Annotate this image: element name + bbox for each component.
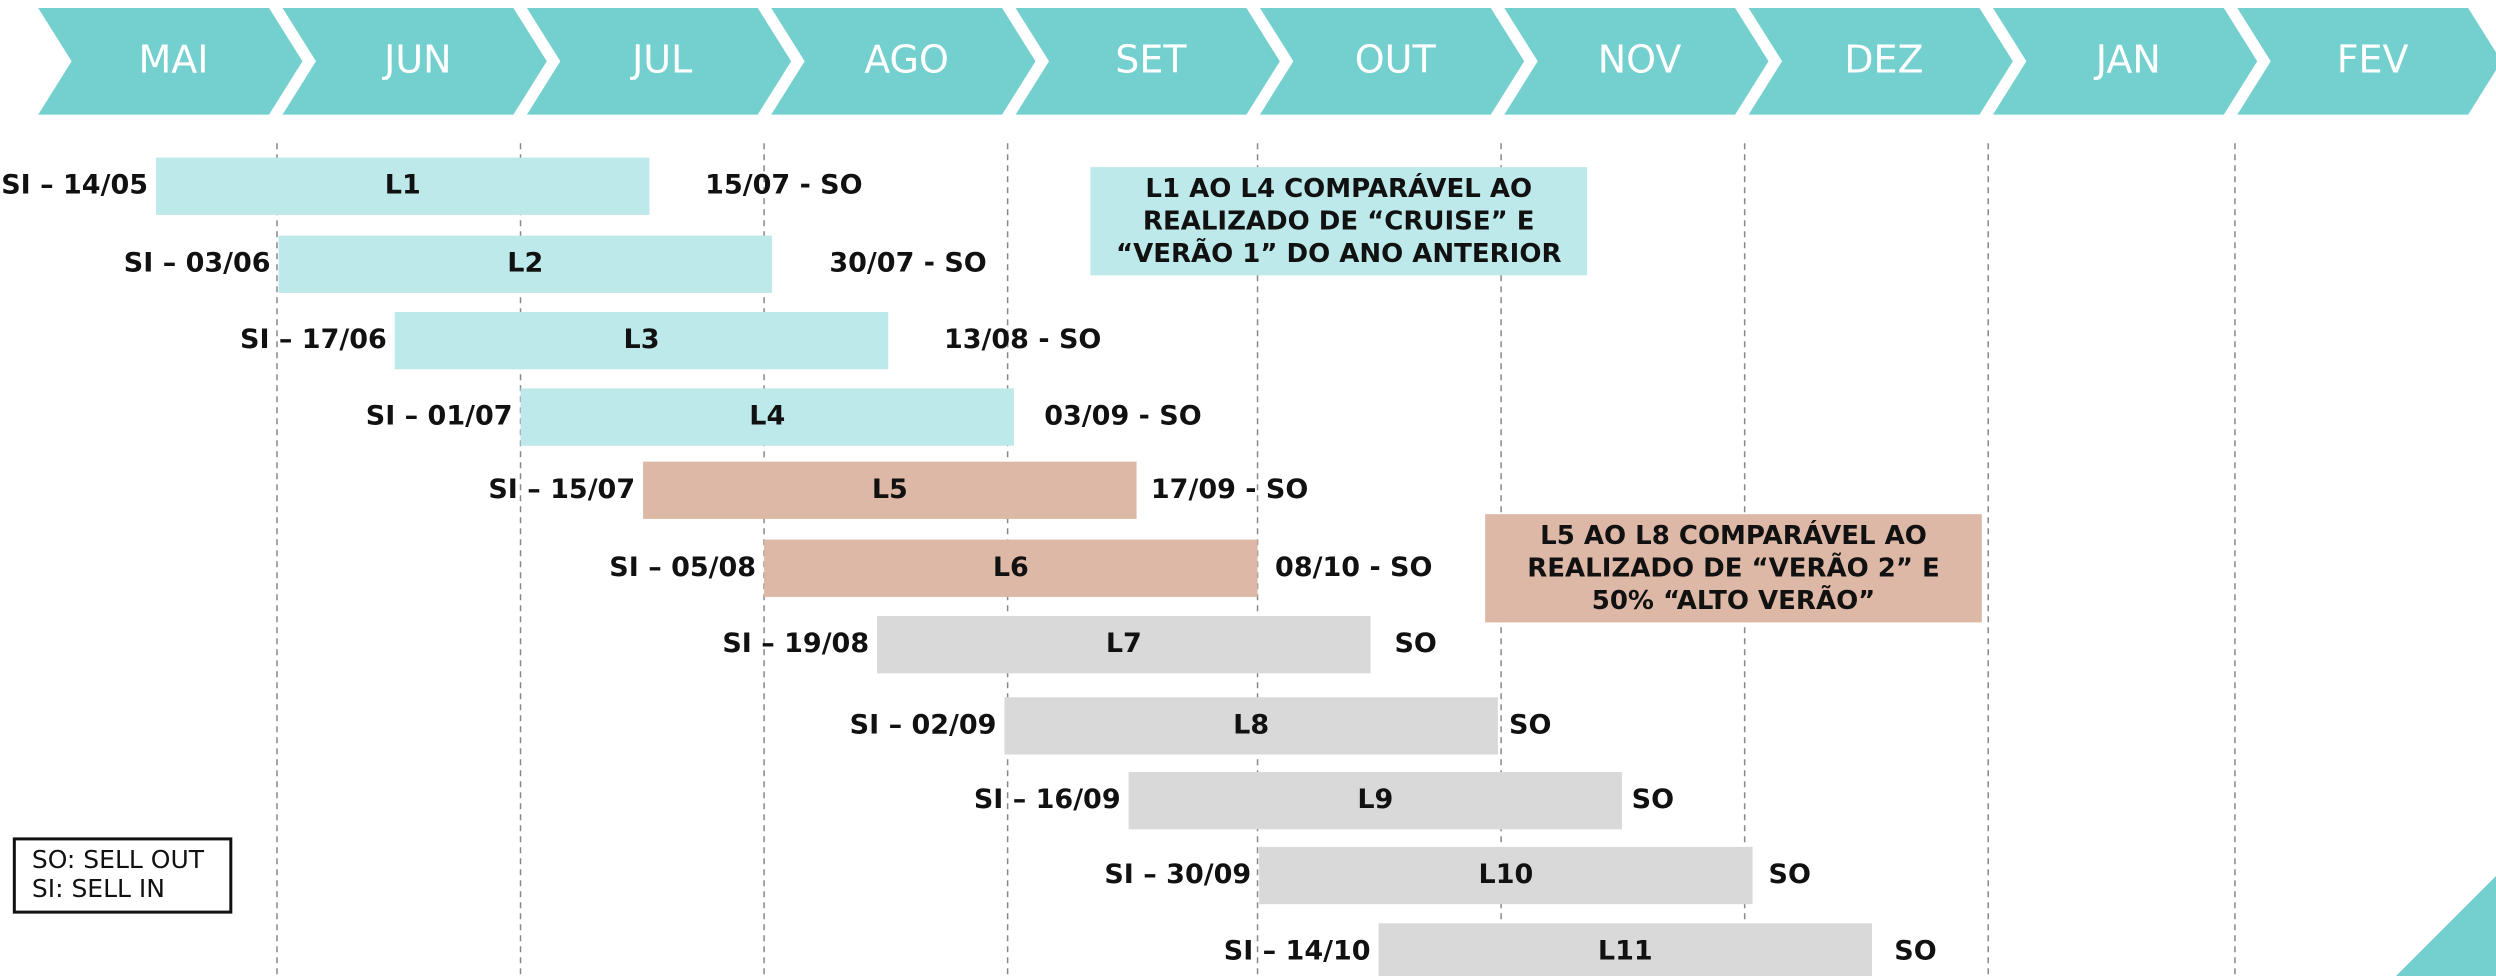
note-text: 50% “ALTO VERÃO” — [1592, 584, 1876, 616]
task-bar — [764, 539, 1258, 597]
sell-in-label: SI – 17/06 — [240, 324, 387, 355]
month-label: MAI — [139, 38, 209, 82]
month-label: AGO — [864, 38, 949, 82]
sell-in-label: SI – 16/09 — [974, 784, 1121, 815]
note-text: REALIZADO DE “VERÃO 2” E — [1527, 552, 1940, 584]
task-bar — [156, 157, 650, 215]
task-bar — [877, 616, 1371, 674]
sell-in-label: SI – 03/06 — [124, 248, 271, 279]
month-arrow — [1259, 7, 1525, 115]
month-arrow — [1748, 7, 2013, 115]
month-arrow — [38, 7, 303, 115]
note-box — [1090, 167, 1588, 276]
month-label: JUL — [630, 38, 692, 82]
month-arrow — [1992, 7, 2258, 115]
legend-text: SO: SELL OUT — [32, 845, 205, 874]
note-text: “VERÃO 1” DO ANO ANTERIOR — [1116, 237, 1561, 269]
sell-in-label: SI – 15/07 — [488, 474, 635, 505]
sell-out-label: 17/09 - SO — [1151, 474, 1308, 505]
task-label: L3 — [624, 324, 660, 355]
month-label: DEZ — [1844, 38, 1923, 82]
task-label: L9 — [1357, 784, 1393, 815]
task-bar — [1378, 923, 1872, 976]
month-arrow — [1015, 7, 1280, 115]
note-text: REALIZADO DE “CRUISE” E — [1143, 207, 1535, 237]
task-bar — [278, 235, 773, 293]
task-label: L10 — [1478, 859, 1533, 890]
month-label: OUT — [1355, 38, 1437, 82]
sell-in-label: SI – 19/08 — [722, 628, 869, 659]
sell-in-label: SI – 05/08 — [609, 552, 756, 583]
task-label: L7 — [1106, 628, 1142, 659]
month-arrow — [771, 7, 1036, 115]
sell-in-label: SI – 14/05 — [1, 170, 148, 201]
task-bar — [1004, 697, 1498, 755]
task-label: L11 — [1598, 935, 1653, 966]
sell-out-label: 08/10 - SO — [1275, 552, 1432, 583]
task-bar — [1128, 772, 1623, 830]
month-label: NOV — [1598, 38, 1682, 82]
sell-out-label: 30/07 - SO — [829, 248, 986, 279]
sell-out-label: SO — [1509, 709, 1551, 740]
task-label: L5 — [872, 474, 908, 505]
sell-out-label: SO — [1394, 628, 1436, 659]
task-label: L8 — [1233, 709, 1269, 740]
month-arrow — [526, 7, 792, 115]
month-label: JAN — [2094, 38, 2161, 82]
task-label: L2 — [507, 248, 543, 279]
sell-out-label: SO — [1769, 859, 1811, 890]
task-label: L1 — [385, 170, 421, 201]
task-bar — [520, 388, 1014, 446]
month-arrow — [1504, 7, 1769, 115]
sell-out-label: SO — [1632, 784, 1674, 815]
month-label: SET — [1115, 38, 1187, 82]
legend-text: SI: SELL IN — [32, 874, 165, 903]
task-bar — [394, 312, 889, 370]
month-arrow — [282, 7, 547, 115]
sell-in-label: SI – 14/10 — [1224, 935, 1371, 966]
legend-box — [12, 837, 233, 914]
sell-out-label: 03/09 - SO — [1044, 401, 1201, 432]
note-text: L1 AO L4 COMPARÁVEL AO — [1145, 172, 1532, 204]
sell-in-label: SI – 30/09 — [1104, 859, 1251, 890]
sell-in-label: SI – 02/09 — [850, 709, 997, 740]
sell-out-label: SO — [1894, 935, 1936, 966]
corner-decoration — [2396, 876, 2496, 976]
month-label: FEV — [2337, 38, 2409, 82]
month-label: JUN — [382, 38, 451, 82]
task-label: L4 — [749, 401, 785, 432]
note-box — [1485, 514, 1982, 623]
task-bar — [1259, 846, 1753, 905]
sell-in-label: SI – 01/07 — [366, 401, 513, 432]
sell-out-label: 15/07 - SO — [705, 170, 862, 201]
note-text: L5 AO L8 COMPARÁVEL AO — [1540, 519, 1927, 551]
task-label: L6 — [993, 552, 1029, 583]
sell-out-label: 13/08 - SO — [944, 324, 1101, 355]
task-bar — [643, 461, 1137, 519]
month-arrow — [2237, 7, 2496, 115]
